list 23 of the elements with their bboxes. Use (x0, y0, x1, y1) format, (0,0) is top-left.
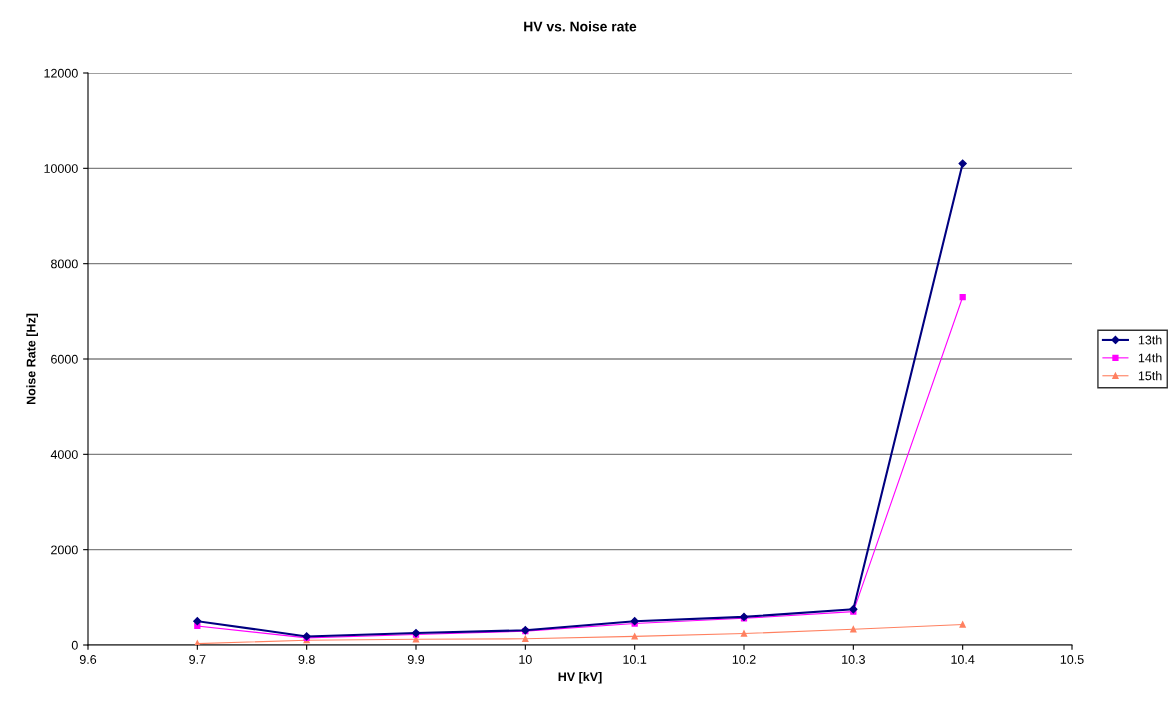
x-tick-label: 9.9 (407, 655, 425, 664)
x-tick-label: 10.4 (951, 655, 975, 664)
x-tick-label: 10 (519, 655, 532, 664)
legend-label: 14th (1138, 353, 1162, 363)
y-tick-label: 8000 (51, 259, 78, 269)
legend-label: 15th (1138, 371, 1162, 381)
x-tick-label: 9.8 (298, 655, 315, 664)
x-tick-label: 9.6 (79, 655, 97, 664)
y-axis-title: Noise Rate [Hz] (26, 313, 38, 404)
x-tick-label: 9.7 (189, 655, 206, 664)
x-tick-label: 10.2 (732, 655, 756, 664)
chart-title: HV vs. Noise rate (524, 21, 637, 32)
y-tick-label: 10000 (44, 164, 78, 173)
y-tick-label: 6000 (51, 354, 78, 364)
x-tick-label: 10.1 (623, 655, 647, 664)
x-tick-label: 10.5 (1060, 655, 1084, 664)
y-tick-label: 4000 (50, 450, 78, 459)
legend-label: 13th (1138, 335, 1162, 345)
x-axis-title: HV [kV] (558, 671, 602, 684)
y-tick-label: 12000 (44, 68, 78, 78)
x-tick-label: 10.3 (842, 655, 865, 664)
y-tick-label: 2000 (51, 545, 78, 555)
y-tick-label: 0 (71, 640, 78, 650)
